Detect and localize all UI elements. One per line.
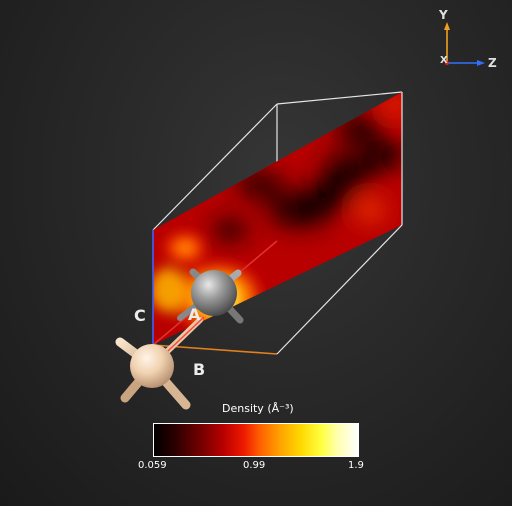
lattice-label-c: C xyxy=(134,306,146,325)
colorbar-tick-max: 1.9 xyxy=(348,460,364,471)
lattice-label-b: B xyxy=(193,360,206,379)
x-axis-label: X xyxy=(440,55,448,66)
near-atom[interactable] xyxy=(115,316,205,410)
colorbar-tick-min: 0.059 xyxy=(138,460,167,471)
y-axis-arrow xyxy=(444,22,450,30)
y-axis-label: Y xyxy=(439,8,448,22)
lattice-label-a: A xyxy=(188,305,201,324)
unit-cell-front xyxy=(276,92,403,355)
z-axis-label: Z xyxy=(488,56,497,70)
orientation-gizmo[interactable] xyxy=(435,10,505,80)
central-atom[interactable] xyxy=(177,268,244,324)
z-axis-arrow xyxy=(477,60,485,66)
colorbar-title: Density (Å⁻³) xyxy=(222,402,294,415)
density-colorbar xyxy=(153,423,359,457)
x-axis-dot xyxy=(445,61,449,65)
colorbar-tick-mid: 0.99 xyxy=(243,460,266,471)
